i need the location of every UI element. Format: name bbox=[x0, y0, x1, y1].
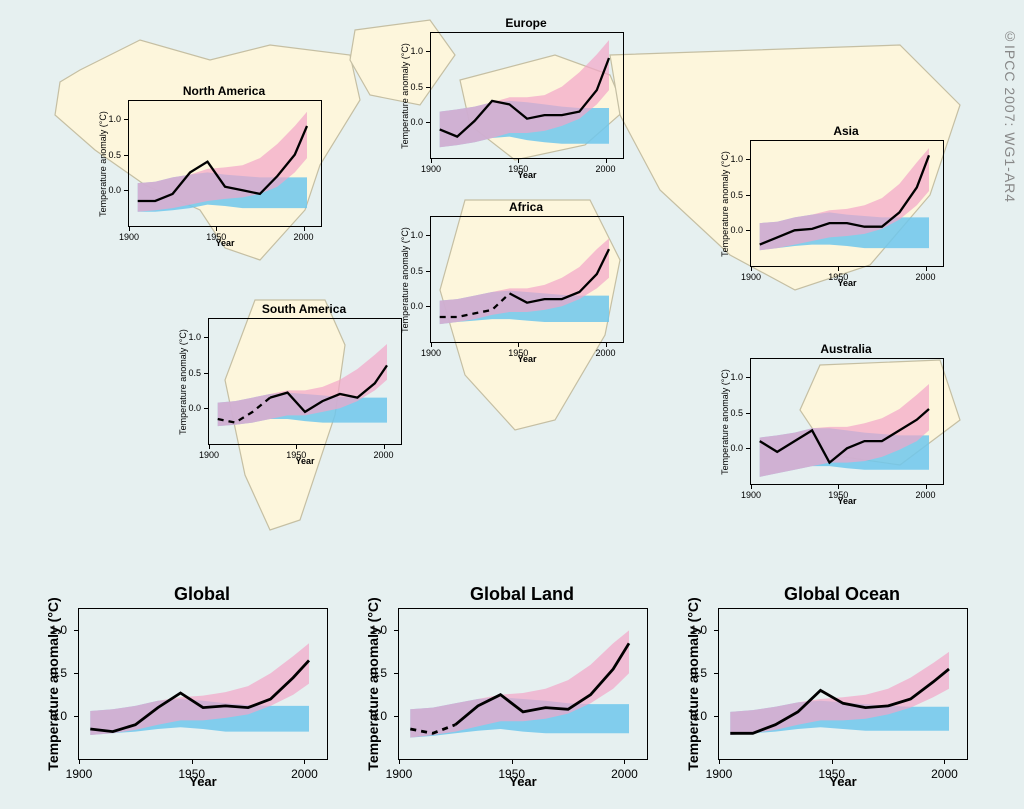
xtick-mark bbox=[304, 759, 305, 764]
chart-svg bbox=[129, 101, 321, 226]
xtick-mark bbox=[832, 759, 833, 764]
plot-area: 0.00.51.0190019502000Temperature anomaly… bbox=[208, 318, 402, 445]
x-axis-label: Year bbox=[209, 456, 401, 466]
xtick-mark bbox=[719, 759, 720, 764]
xtick-mark bbox=[192, 759, 193, 764]
y-axis-label: Temperature anomaly (°C) bbox=[400, 227, 410, 333]
panel-gl: Global0.00.51.0190019502000Temperature a… bbox=[78, 608, 326, 758]
chart-svg bbox=[399, 609, 647, 759]
plot-area: 0.00.51.0190019502000Temperature anomaly… bbox=[430, 32, 624, 159]
panel-title: Asia bbox=[750, 124, 942, 138]
xtick-mark bbox=[384, 444, 385, 449]
panel-sa: South America0.00.51.0190019502000Temper… bbox=[208, 318, 400, 443]
panel-na: North America0.00.51.0190019502000Temper… bbox=[128, 100, 320, 225]
xtick-mark bbox=[431, 158, 432, 163]
x-axis-label: Year bbox=[751, 496, 943, 506]
ytick-label: 1.0 bbox=[730, 154, 743, 164]
ytick-label: 0.0 bbox=[108, 185, 121, 195]
xtick-mark bbox=[606, 158, 607, 163]
xtick-mark bbox=[296, 444, 297, 449]
panel-gll: Global Land0.00.51.0190019502000Temperat… bbox=[398, 608, 646, 758]
chart-svg bbox=[79, 609, 327, 759]
chart-svg bbox=[751, 359, 943, 484]
plot-area: 0.00.51.0190019502000Temperature anomaly… bbox=[750, 358, 944, 485]
xtick-mark bbox=[216, 226, 217, 231]
ytick-label: 1.0 bbox=[730, 372, 743, 382]
xtick-mark bbox=[606, 342, 607, 347]
ytick-label: 0.0 bbox=[410, 117, 423, 127]
xtick-mark bbox=[79, 759, 80, 764]
ytick-label: 0.5 bbox=[188, 368, 201, 378]
y-axis-label: Temperature anomaly (°C) bbox=[720, 151, 730, 257]
panel-title: North America bbox=[128, 84, 320, 98]
panel-title: Global Ocean bbox=[718, 584, 966, 605]
panel-title: South America bbox=[208, 302, 400, 316]
panel-eu: Europe0.00.51.0190019502000Temperature a… bbox=[430, 32, 622, 157]
xtick-mark bbox=[518, 158, 519, 163]
xtick-mark bbox=[518, 342, 519, 347]
plot-area: 0.00.51.0190019502000Temperature anomaly… bbox=[78, 608, 328, 760]
xtick-mark bbox=[751, 266, 752, 271]
xtick-mark bbox=[944, 759, 945, 764]
xtick-mark bbox=[304, 226, 305, 231]
panel-title: Global Land bbox=[398, 584, 646, 605]
panel-glo: Global Ocean0.00.51.0190019502000Tempera… bbox=[718, 608, 966, 758]
ytick-label: 0.5 bbox=[730, 190, 743, 200]
chart-svg bbox=[719, 609, 967, 759]
xtick-mark bbox=[399, 759, 400, 764]
y-axis-label: Temperature anomaly (°C) bbox=[365, 597, 381, 770]
xtick-mark bbox=[129, 226, 130, 231]
y-axis-label: Temperature anomaly (°C) bbox=[685, 597, 701, 770]
plot-area: 0.00.51.0190019502000Temperature anomaly… bbox=[128, 100, 322, 227]
ytick-label: 1.0 bbox=[188, 332, 201, 342]
xtick-mark bbox=[512, 759, 513, 764]
ytick-label: 0.5 bbox=[410, 266, 423, 276]
xtick-mark bbox=[209, 444, 210, 449]
ytick-label: 1.0 bbox=[410, 230, 423, 240]
x-axis-label: Year bbox=[431, 170, 623, 180]
ytick-label: 0.0 bbox=[188, 403, 201, 413]
plot-area: 0.00.51.0190019502000Temperature anomaly… bbox=[430, 216, 624, 343]
y-axis-label: Temperature anomaly (°C) bbox=[400, 43, 410, 149]
panel-title: Global bbox=[78, 584, 326, 605]
ytick-label: 1.0 bbox=[410, 46, 423, 56]
chart-svg bbox=[431, 33, 623, 158]
chart-svg bbox=[751, 141, 943, 266]
ytick-label: 0.0 bbox=[410, 301, 423, 311]
xtick-mark bbox=[926, 484, 927, 489]
plot-area: 0.00.51.0190019502000Temperature anomaly… bbox=[398, 608, 648, 760]
panel-title: Europe bbox=[430, 16, 622, 30]
y-axis-label: Temperature anomaly (°C) bbox=[720, 369, 730, 475]
chart-svg bbox=[209, 319, 401, 444]
x-axis-label: Year bbox=[431, 354, 623, 364]
panel-au: Australia0.00.51.0190019502000Temperatur… bbox=[750, 358, 942, 483]
xtick-mark bbox=[838, 266, 839, 271]
y-axis-label: Temperature anomaly (°C) bbox=[98, 111, 108, 217]
ytick-label: 0.5 bbox=[730, 408, 743, 418]
panel-as: Asia0.00.51.0190019502000Temperature ano… bbox=[750, 140, 942, 265]
panel-title: Africa bbox=[430, 200, 622, 214]
y-axis-label: Temperature anomaly (°C) bbox=[178, 329, 188, 435]
ytick-label: 0.5 bbox=[410, 82, 423, 92]
xtick-mark bbox=[751, 484, 752, 489]
ytick-label: 0.0 bbox=[730, 443, 743, 453]
ytick-label: 0.5 bbox=[108, 150, 121, 160]
x-axis-label: Year bbox=[719, 774, 967, 789]
plot-area: 0.00.51.0190019502000Temperature anomaly… bbox=[718, 608, 968, 760]
plot-area: 0.00.51.0190019502000Temperature anomaly… bbox=[750, 140, 944, 267]
x-axis-label: Year bbox=[79, 774, 327, 789]
x-axis-label: Year bbox=[129, 238, 321, 248]
x-axis-label: Year bbox=[751, 278, 943, 288]
panel-title: Australia bbox=[750, 342, 942, 356]
panel-af: Africa0.00.51.0190019502000Temperature a… bbox=[430, 216, 622, 341]
xtick-mark bbox=[926, 266, 927, 271]
xtick-mark bbox=[838, 484, 839, 489]
y-axis-label: Temperature anomaly (°C) bbox=[45, 597, 61, 770]
xtick-mark bbox=[624, 759, 625, 764]
ytick-label: 1.0 bbox=[108, 114, 121, 124]
ytick-label: 0.0 bbox=[730, 225, 743, 235]
x-axis-label: Year bbox=[399, 774, 647, 789]
chart-svg bbox=[431, 217, 623, 342]
xtick-mark bbox=[431, 342, 432, 347]
